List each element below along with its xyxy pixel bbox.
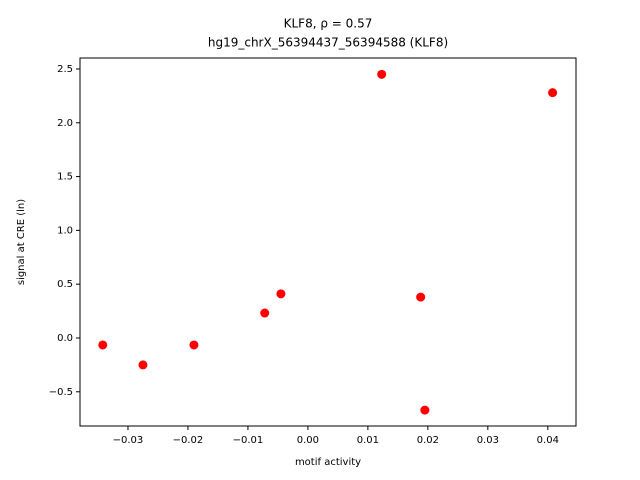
x-tick-label: 0.00 — [297, 435, 319, 446]
y-axis-label: signal at CRE (ln) — [16, 199, 27, 285]
point — [189, 340, 199, 350]
x-tick-label: 0.01 — [357, 435, 379, 446]
point — [420, 405, 430, 415]
x-tick-label: 0.02 — [417, 435, 439, 446]
y-tick-label: 0.0 — [57, 333, 73, 344]
point — [138, 360, 148, 370]
y-tick-label: 2.0 — [57, 118, 73, 129]
point — [276, 289, 286, 299]
y-tick-label: 1.5 — [57, 172, 73, 183]
x-tick-label: −0.01 — [233, 435, 264, 446]
x-tick-label: −0.03 — [113, 435, 144, 446]
point — [377, 69, 387, 79]
point — [416, 292, 426, 302]
y-tick-label: 1.0 — [57, 225, 73, 236]
point — [98, 340, 108, 350]
point — [548, 88, 558, 98]
x-tick-label: 0.04 — [537, 435, 559, 446]
plot-frame — [79, 57, 577, 427]
x-axis-label: motif activity — [295, 457, 361, 468]
y-tick-label: −0.5 — [49, 387, 73, 398]
point — [260, 308, 270, 318]
y-tick-label: 2.5 — [57, 64, 73, 75]
x-tick-label: −0.02 — [173, 435, 204, 446]
y-tick-label: 0.5 — [57, 279, 73, 290]
chart-title: KLF8, ρ = 0.57 — [284, 17, 373, 31]
x-tick-label: 0.03 — [477, 435, 499, 446]
chart-subtitle: hg19_chrX_56394437_56394588 (KLF8) — [208, 36, 448, 50]
